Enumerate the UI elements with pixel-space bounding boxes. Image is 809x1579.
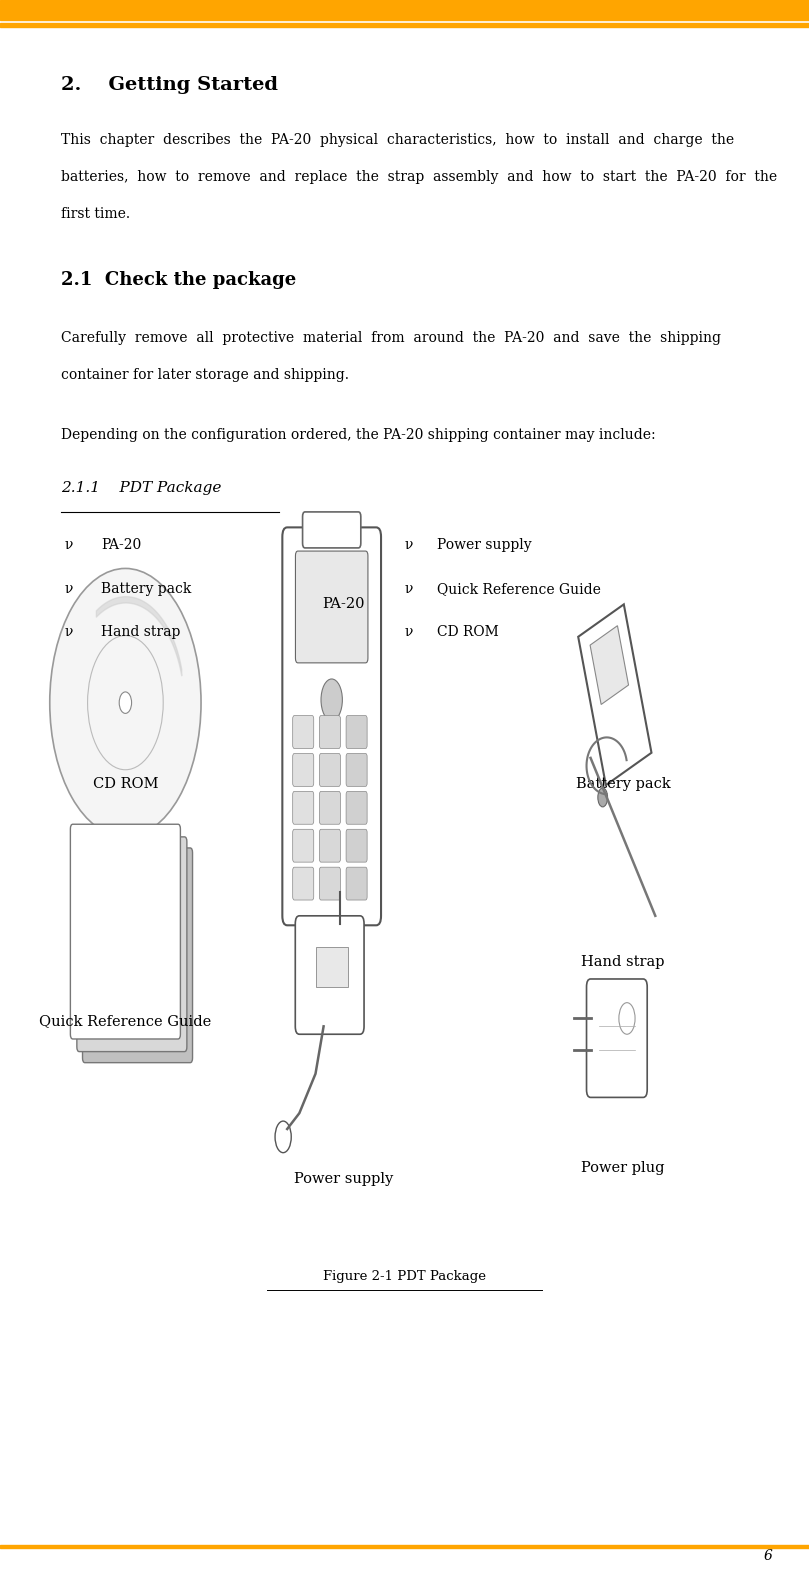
Bar [316, 947, 348, 987]
Text: This  chapter  describes  the  PA-20  physical  characteristics,  how  to  insta: This chapter describes the PA-20 physica… [61, 133, 734, 147]
FancyBboxPatch shape [346, 829, 367, 862]
Ellipse shape [119, 692, 132, 714]
FancyBboxPatch shape [295, 916, 364, 1034]
Text: first time.: first time. [61, 207, 129, 221]
Text: ν: ν [404, 581, 413, 595]
FancyBboxPatch shape [303, 512, 361, 548]
Bar [0, 0, 809, 19]
Text: container for later storage and shipping.: container for later storage and shipping… [61, 368, 349, 382]
FancyBboxPatch shape [346, 791, 367, 824]
FancyBboxPatch shape [293, 753, 314, 786]
Circle shape [598, 788, 608, 807]
Text: 2.1.1    PDT Package: 2.1.1 PDT Package [61, 482, 221, 496]
Polygon shape [578, 605, 651, 785]
Text: Figure 2-1 PDT Package: Figure 2-1 PDT Package [323, 1270, 486, 1282]
Text: 2.1  Check the package: 2.1 Check the package [61, 270, 296, 289]
Text: Depending on the configuration ordered, the PA-20 shipping container may include: Depending on the configuration ordered, … [61, 428, 655, 442]
Text: ν: ν [404, 625, 413, 639]
Text: batteries,  how  to  remove  and  replace  the  strap  assembly  and  how  to  s: batteries, how to remove and replace the… [61, 171, 777, 183]
Text: Battery pack: Battery pack [575, 777, 671, 791]
Text: Power plug: Power plug [581, 1161, 665, 1175]
FancyBboxPatch shape [70, 824, 180, 1039]
Text: PA-20: PA-20 [101, 538, 142, 553]
FancyBboxPatch shape [293, 791, 314, 824]
Text: Hand strap: Hand strap [581, 955, 665, 970]
FancyBboxPatch shape [293, 829, 314, 862]
FancyBboxPatch shape [320, 791, 341, 824]
FancyBboxPatch shape [320, 753, 341, 786]
Text: Quick Reference Guide: Quick Reference Guide [437, 581, 601, 595]
Ellipse shape [49, 568, 201, 837]
Text: Carefully  remove  all  protective  material  from  around  the  PA-20  and  sav: Carefully remove all protective material… [61, 332, 721, 346]
Text: ν: ν [65, 581, 73, 595]
Bar [0, 1544, 809, 1547]
Text: PA-20: PA-20 [323, 597, 365, 611]
Text: ν: ν [404, 538, 413, 553]
FancyBboxPatch shape [346, 867, 367, 900]
FancyBboxPatch shape [320, 829, 341, 862]
Text: 2.    Getting Started: 2. Getting Started [61, 76, 277, 93]
FancyBboxPatch shape [346, 753, 367, 786]
FancyBboxPatch shape [293, 867, 314, 900]
Circle shape [321, 679, 342, 720]
FancyBboxPatch shape [295, 551, 368, 663]
Text: CD ROM: CD ROM [437, 625, 498, 639]
FancyBboxPatch shape [282, 527, 381, 925]
Text: Power supply: Power supply [437, 538, 532, 553]
FancyBboxPatch shape [587, 979, 647, 1097]
Text: ν: ν [65, 625, 73, 639]
FancyBboxPatch shape [320, 867, 341, 900]
Text: Power supply: Power supply [294, 1172, 393, 1186]
Text: 6: 6 [764, 1549, 773, 1563]
Text: Quick Reference Guide: Quick Reference Guide [40, 1014, 211, 1028]
FancyBboxPatch shape [346, 715, 367, 748]
Text: CD ROM: CD ROM [93, 777, 158, 791]
Text: Battery pack: Battery pack [101, 581, 192, 595]
Text: Hand strap: Hand strap [101, 625, 180, 639]
FancyBboxPatch shape [83, 848, 193, 1063]
Circle shape [275, 1121, 291, 1153]
Polygon shape [590, 625, 629, 704]
Bar [0, 24, 809, 27]
FancyBboxPatch shape [320, 715, 341, 748]
Text: ν: ν [65, 538, 73, 553]
FancyBboxPatch shape [293, 715, 314, 748]
FancyBboxPatch shape [77, 837, 187, 1052]
